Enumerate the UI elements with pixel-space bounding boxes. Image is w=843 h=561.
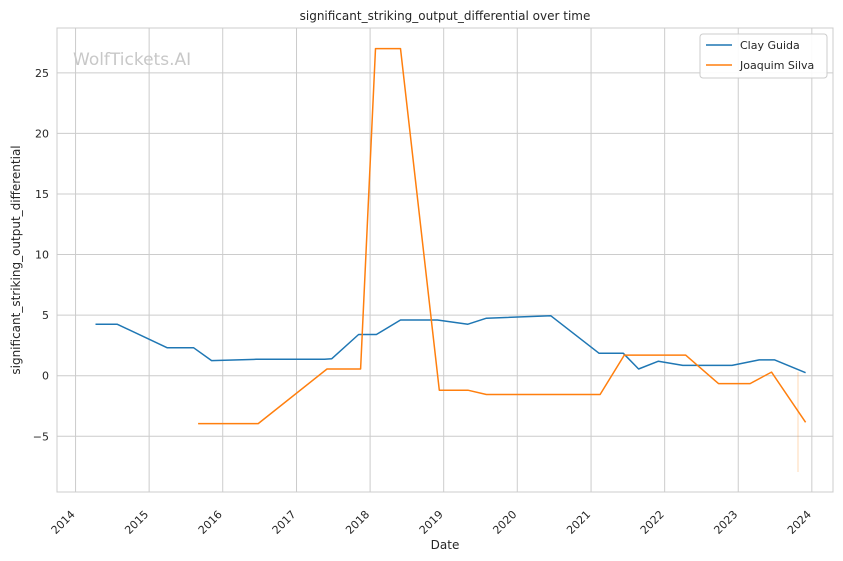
series-layer [95,47,807,425]
y-tick-label: 20 [35,127,49,140]
series-line-clay-guida [95,314,806,374]
plot-frame [56,27,834,493]
grid [57,28,833,492]
legend-label-joaquim-silva: Joaquim Silva [739,59,814,72]
y-tick-label: 10 [35,249,49,262]
y-tick-label: 0 [42,370,49,383]
y-tick-label: 25 [35,67,49,80]
y-axis-label: significant_striking_output_differential [9,145,23,374]
chart-title: significant_striking_output_differential… [300,9,591,23]
series-line-joaquim-silva [198,47,807,425]
y-axis: −5 0 5 10 15 20 25 [33,67,49,443]
plot-area [57,28,833,492]
legend-label-clay-guida: Clay Guida [740,39,800,52]
legend: Clay Guida Joaquim Silva [699,33,828,79]
y-tick-label: 15 [35,188,49,201]
y-tick-label: 5 [42,309,49,322]
x-axis-label: Date [431,538,460,552]
y-tick-label: −5 [33,430,49,443]
watermark: WolfTickets.AI [73,50,191,70]
